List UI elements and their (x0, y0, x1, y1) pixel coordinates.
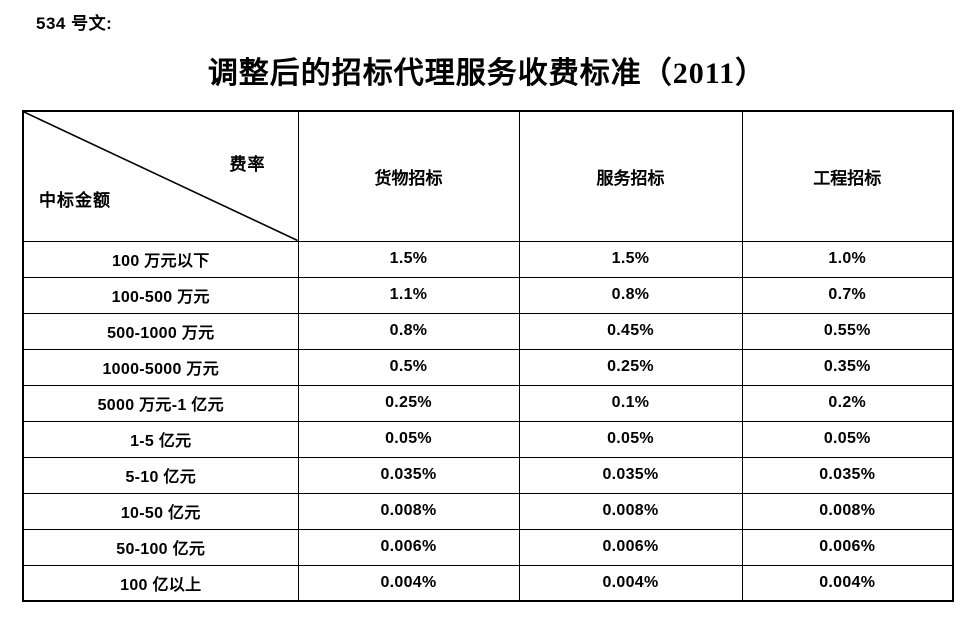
rate-cell: 0.05% (741, 420, 954, 458)
row-label: 500-1000 万元 (22, 312, 299, 350)
row-label: 1000-5000 万元 (22, 348, 299, 386)
row-label: 10-50 亿元 (22, 492, 299, 530)
table-header-row: 费率 中标金额 货物招标 服务招标 工程招标 (22, 110, 954, 242)
column-header-goods-bidding: 货物招标 (297, 110, 520, 242)
row-label: 100-500 万元 (22, 276, 299, 314)
rate-cell: 0.5% (297, 348, 520, 386)
table-row: 5000 万元-1 亿元 0.25% 0.1% 0.2% (22, 384, 954, 422)
corner-label-rate: 费率 (229, 155, 266, 174)
diagonal-divider-line (24, 112, 297, 240)
rate-cell: 0.006% (518, 528, 743, 566)
rate-cell: 1.5% (297, 240, 520, 278)
table-row: 100-500 万元 1.1% 0.8% 0.7% (22, 276, 954, 314)
rate-cell: 0.008% (518, 492, 743, 530)
rate-cell: 0.8% (297, 312, 520, 350)
fee-rate-table: 费率 中标金额 货物招标 服务招标 工程招标 100 万元以下 1.5% 1.5… (22, 110, 954, 602)
diagonal-header-cell: 费率 中标金额 (22, 110, 299, 242)
page-title: 调整后的招标代理服务收费标准（2011） (207, 57, 767, 90)
table-row: 10-50 亿元 0.008% 0.008% 0.008% (22, 492, 954, 530)
rate-cell: 0.035% (297, 456, 520, 494)
rate-cell: 0.004% (297, 564, 520, 602)
rate-cell: 0.05% (518, 420, 743, 458)
table-row: 5-10 亿元 0.035% 0.035% 0.035% (22, 456, 954, 494)
rate-cell: 0.55% (741, 312, 954, 350)
row-label: 100 亿以上 (22, 564, 299, 602)
rate-cell: 0.8% (518, 276, 743, 314)
row-label: 5000 万元-1 亿元 (22, 384, 299, 422)
doc-number-label: 534 号文: (36, 14, 113, 33)
table-row: 100 万元以下 1.5% 1.5% 1.0% (22, 240, 954, 278)
rate-cell: 0.35% (741, 348, 954, 386)
rate-cell: 0.05% (297, 420, 520, 458)
table-row: 50-100 亿元 0.006% 0.006% 0.006% (22, 528, 954, 566)
table-row: 1-5 亿元 0.05% 0.05% 0.05% (22, 420, 954, 458)
rate-cell: 0.004% (518, 564, 743, 602)
column-header-engineering-bidding: 工程招标 (741, 110, 954, 242)
rate-cell: 0.25% (518, 348, 743, 386)
row-label: 100 万元以下 (22, 240, 299, 278)
rate-cell: 1.1% (297, 276, 520, 314)
rate-cell: 0.2% (741, 384, 954, 422)
rate-cell: 0.7% (741, 276, 954, 314)
rate-cell: 0.45% (518, 312, 743, 350)
rate-cell: 0.035% (518, 456, 743, 494)
rate-cell: 0.008% (297, 492, 520, 530)
table-row: 100 亿以上 0.004% 0.004% 0.004% (22, 564, 954, 602)
corner-label-bid-amount: 中标金额 (39, 191, 111, 210)
rate-cell: 0.035% (741, 456, 954, 494)
rate-cell: 1.5% (518, 240, 743, 278)
rate-cell: 1.0% (741, 240, 954, 278)
rate-cell: 0.006% (741, 528, 954, 566)
rate-cell: 0.006% (297, 528, 520, 566)
rate-cell: 0.004% (741, 564, 954, 602)
rate-cell: 0.008% (741, 492, 954, 530)
column-header-service-bidding: 服务招标 (518, 110, 743, 242)
table-row: 500-1000 万元 0.8% 0.45% 0.55% (22, 312, 954, 350)
rate-cell: 0.1% (518, 384, 743, 422)
row-label: 50-100 亿元 (22, 528, 299, 566)
rate-cell: 0.25% (297, 384, 520, 422)
table-row: 1000-5000 万元 0.5% 0.25% 0.35% (22, 348, 954, 386)
row-label: 5-10 亿元 (22, 456, 299, 494)
row-label: 1-5 亿元 (22, 420, 299, 458)
